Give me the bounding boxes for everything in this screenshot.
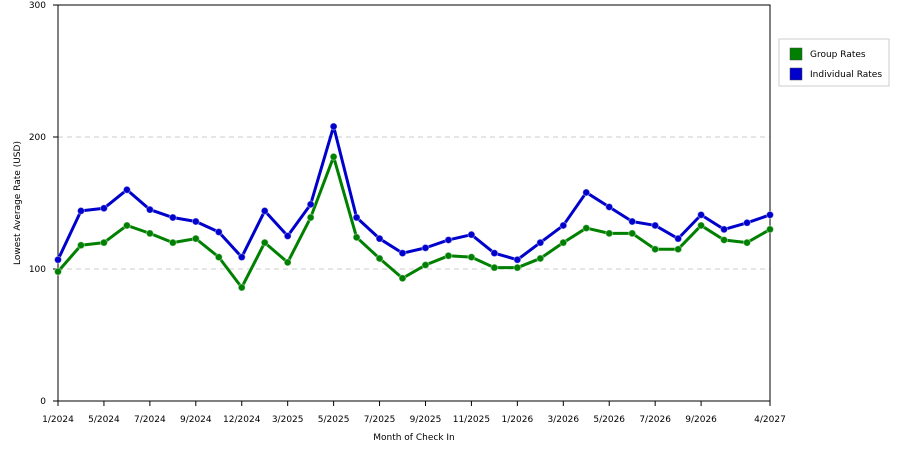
data-point — [283, 232, 292, 240]
data-point — [536, 238, 545, 247]
data-point — [122, 185, 131, 194]
x-tick-label: 9/2025 — [410, 415, 442, 425]
x-tick-label: 7/2024 — [134, 415, 166, 425]
data-point — [145, 205, 154, 214]
legend-label: Individual Rates — [810, 70, 882, 80]
x-tick-label: 9/2024 — [180, 415, 212, 425]
data-point — [214, 253, 223, 262]
x-tick-label: 5/2025 — [318, 415, 350, 425]
y-axis-label: Lowest Average Rate (USD) — [13, 141, 23, 265]
data-point — [582, 224, 591, 233]
x-tick-label: 3/2025 — [272, 415, 304, 425]
x-tick-label: 7/2025 — [364, 415, 396, 425]
data-point — [513, 255, 522, 264]
data-point — [375, 254, 384, 263]
data-point — [651, 221, 660, 230]
legend-swatch — [789, 47, 803, 61]
data-point — [352, 233, 361, 242]
data-point — [168, 238, 177, 247]
data-point — [444, 235, 453, 244]
data-point — [306, 200, 315, 209]
data-point — [536, 254, 545, 263]
data-point — [191, 217, 200, 226]
data-point — [605, 202, 614, 211]
legend-label: Group Rates — [810, 50, 866, 60]
data-point — [697, 221, 706, 230]
data-point — [76, 206, 85, 215]
x-tick-label: 9/2026 — [685, 415, 717, 425]
x-tick-label: 7/2026 — [639, 415, 671, 425]
data-point — [375, 234, 384, 243]
data-point — [674, 245, 683, 254]
x-tick-label: 4/2027 — [754, 415, 786, 425]
data-point — [99, 238, 108, 247]
data-point — [766, 225, 774, 234]
data-point — [145, 229, 154, 238]
y-tick-label: 0 — [40, 397, 46, 407]
data-point — [237, 283, 246, 292]
x-tick-label: 12/2024 — [223, 415, 261, 425]
data-point — [122, 221, 131, 230]
data-point — [352, 213, 361, 222]
x-tick-label: 3/2026 — [547, 415, 579, 425]
data-point — [467, 253, 476, 262]
data-point — [490, 263, 499, 272]
plot-frame — [57, 4, 771, 402]
data-point — [306, 213, 315, 222]
data-point — [54, 255, 62, 264]
x-tick-label: 1/2026 — [502, 415, 534, 425]
series-line — [56, 124, 771, 262]
data-point — [766, 210, 774, 219]
data-point — [628, 217, 637, 226]
data-point — [628, 229, 637, 238]
data-point — [421, 243, 430, 252]
data-point — [743, 218, 752, 227]
series-line — [56, 155, 771, 289]
data-point — [490, 249, 499, 258]
data-point — [421, 261, 430, 270]
data-point — [720, 225, 729, 234]
data-point — [743, 238, 752, 247]
data-point — [467, 230, 476, 239]
data-point — [444, 251, 453, 260]
data-point — [720, 235, 729, 244]
data-point — [191, 234, 200, 243]
data-point — [329, 122, 338, 131]
data-point — [168, 213, 177, 222]
data-point — [76, 241, 85, 250]
data-point — [674, 234, 683, 243]
data-point — [697, 210, 706, 219]
data-point — [398, 249, 407, 258]
data-point — [559, 221, 568, 230]
data-point — [513, 263, 522, 272]
y-tick-label: 200 — [29, 133, 46, 143]
data-point — [651, 245, 660, 254]
x-tick-label: 1/2024 — [42, 415, 74, 425]
data-point — [260, 238, 269, 247]
data-point — [54, 267, 62, 276]
y-tick-label: 100 — [29, 265, 46, 275]
data-point — [237, 253, 246, 262]
data-point — [582, 188, 591, 197]
data-point — [283, 258, 292, 267]
data-point — [559, 238, 568, 247]
data-point — [260, 206, 269, 215]
data-point — [398, 274, 407, 283]
x-tick-label: 11/2025 — [453, 415, 490, 425]
data-point — [99, 204, 108, 213]
x-tick-label: 5/2024 — [88, 415, 120, 425]
data-point — [605, 229, 614, 238]
data-point — [214, 228, 223, 237]
y-tick-label: 300 — [29, 1, 46, 11]
data-point — [329, 152, 338, 161]
x-tick-label: 5/2026 — [593, 415, 625, 425]
legend-swatch — [789, 67, 803, 81]
x-axis-label: Month of Check In — [373, 433, 455, 443]
